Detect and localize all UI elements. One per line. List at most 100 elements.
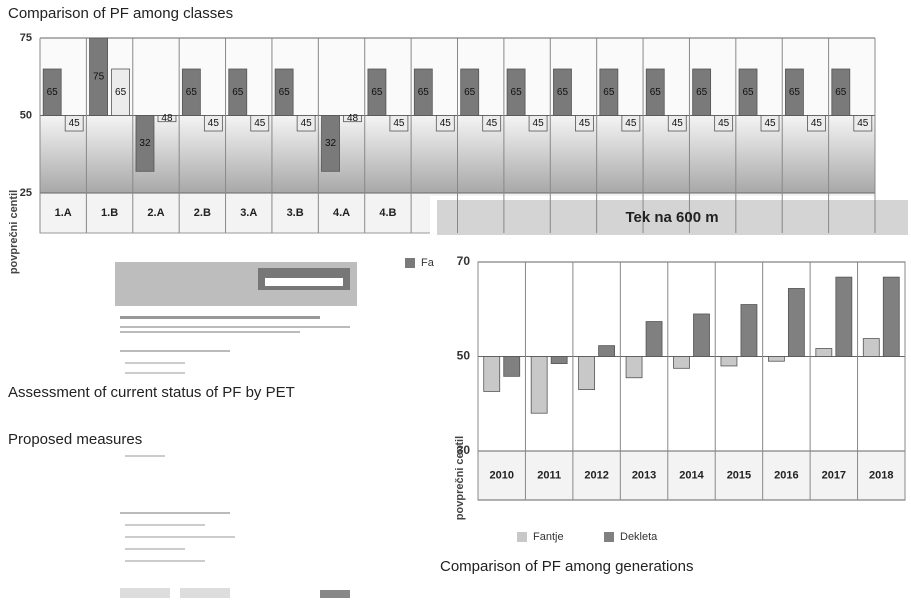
data-label: 32 xyxy=(325,138,337,149)
x-tick-label: 2013 xyxy=(632,469,656,481)
bar xyxy=(250,115,270,132)
bar xyxy=(785,68,804,116)
x-tick-label: 2.B xyxy=(194,207,211,219)
data-label: 45 xyxy=(393,118,405,129)
doc-footer xyxy=(120,588,170,598)
doc-line xyxy=(120,326,350,328)
bar xyxy=(692,68,712,116)
data-label: 32 xyxy=(139,138,151,149)
bar xyxy=(157,115,177,123)
data-label: 45 xyxy=(811,118,823,129)
y-tick-label: 50 xyxy=(20,109,32,121)
doc-line xyxy=(125,524,205,526)
y-axis-label: povprečni centil xyxy=(454,436,466,520)
bar xyxy=(413,68,433,116)
x-tick-label: 2018 xyxy=(869,469,893,481)
doc-line xyxy=(125,455,165,457)
doc-footer xyxy=(180,588,230,598)
bar xyxy=(835,276,853,357)
bar xyxy=(343,115,362,123)
data-label: 45 xyxy=(579,118,591,129)
x-tick-label: 2012 xyxy=(584,469,608,481)
data-label: 65 xyxy=(232,87,244,98)
y-tick-label: 70 xyxy=(457,254,471,268)
bar xyxy=(135,115,155,172)
bar xyxy=(483,356,501,392)
bar xyxy=(89,37,108,116)
bar xyxy=(621,115,641,132)
title-bar xyxy=(437,200,908,235)
x-tick-label: 1.A xyxy=(55,207,72,219)
data-label: 48 xyxy=(161,113,173,124)
bar xyxy=(853,115,873,132)
bar xyxy=(667,115,687,132)
data-label: 45 xyxy=(440,118,452,129)
data-label: 65 xyxy=(603,87,615,98)
caption: Proposed measures xyxy=(8,431,142,448)
bar xyxy=(714,115,734,132)
bar xyxy=(274,68,294,116)
data-label: 65 xyxy=(418,87,430,98)
x-tick-label: 1.B xyxy=(101,207,118,219)
bar xyxy=(321,115,340,172)
bar xyxy=(787,288,805,357)
x-tick-label: 2011 xyxy=(537,469,561,481)
doc-line xyxy=(120,316,320,319)
data-label: 45 xyxy=(533,118,545,129)
doc-line xyxy=(125,362,185,364)
legend-swatch xyxy=(517,532,527,542)
data-label: 65 xyxy=(742,87,754,98)
data-label: 45 xyxy=(625,118,637,129)
bar xyxy=(815,348,833,357)
bar xyxy=(645,321,663,357)
data-label: 65 xyxy=(696,87,708,98)
bar xyxy=(482,115,502,132)
bar xyxy=(831,68,851,116)
doc-line xyxy=(125,548,185,550)
document-thumbnail xyxy=(115,262,357,598)
bar xyxy=(111,68,130,116)
legend-label: Dekleta xyxy=(620,531,658,543)
bar xyxy=(599,68,619,116)
data-label: 45 xyxy=(254,118,266,129)
data-label: 45 xyxy=(764,118,776,129)
data-label: 45 xyxy=(486,118,498,129)
y-tick-label: 50 xyxy=(457,349,471,363)
bar xyxy=(435,115,455,132)
bar xyxy=(625,356,643,379)
data-label: 65 xyxy=(835,87,847,98)
caption: Comparison of PF among generations xyxy=(440,558,693,575)
bar xyxy=(296,115,316,132)
data-label: 65 xyxy=(557,87,569,98)
x-tick-label: 2016 xyxy=(774,469,798,481)
chart-title: Tek na 600 m xyxy=(625,209,718,226)
bar xyxy=(598,345,616,357)
bar xyxy=(203,115,223,132)
bar xyxy=(578,356,596,390)
data-label: 45 xyxy=(857,118,869,129)
data-label: 45 xyxy=(69,118,81,129)
doc-line xyxy=(120,512,230,514)
data-label: 65 xyxy=(789,87,801,98)
doc-logo xyxy=(320,590,350,598)
data-label: 75 xyxy=(93,71,105,82)
x-tick-label: 4.B xyxy=(379,207,396,219)
bar xyxy=(882,276,900,357)
bar xyxy=(807,115,826,132)
bar xyxy=(575,115,594,132)
x-tick-label: 2010 xyxy=(489,469,513,481)
legend-swatch xyxy=(405,258,415,268)
bar xyxy=(738,68,758,116)
doc-line xyxy=(120,350,230,352)
y-tick-label: 75 xyxy=(20,32,32,44)
caption: Comparison of PF among classes xyxy=(8,5,233,22)
data-label: 45 xyxy=(718,118,730,129)
bar xyxy=(645,68,665,116)
caption: Assessment of current status of PF by PE… xyxy=(8,384,295,401)
data-label: 45 xyxy=(208,118,220,129)
data-label: 65 xyxy=(186,87,198,98)
bar xyxy=(550,356,568,364)
doc-field xyxy=(265,278,343,286)
bar xyxy=(767,356,785,362)
bar xyxy=(503,356,521,377)
